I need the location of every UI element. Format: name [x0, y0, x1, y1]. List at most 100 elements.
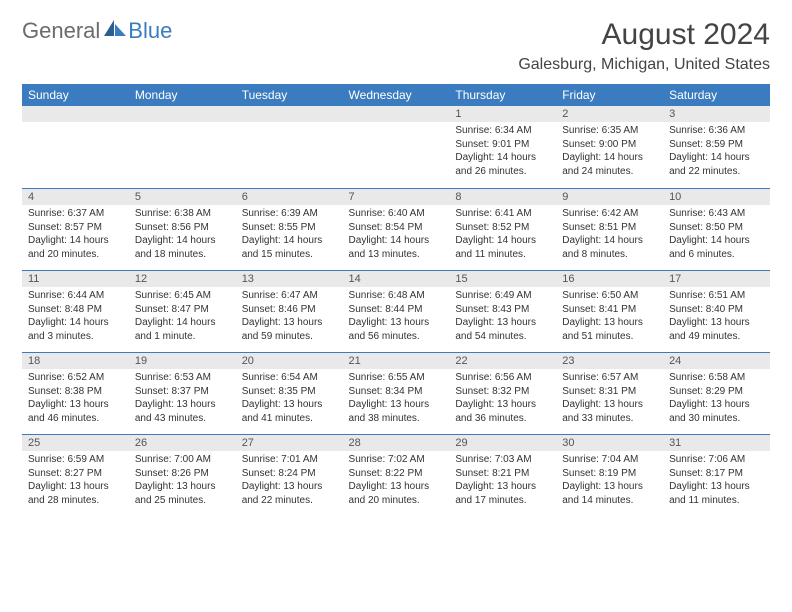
calendar-empty-cell [22, 106, 129, 188]
weekday-header: Saturday [663, 84, 770, 106]
calendar-day-cell: 31Sunrise: 7:06 AMSunset: 8:17 PMDayligh… [663, 434, 770, 516]
sunrise-text: Sunrise: 6:48 AM [349, 289, 444, 303]
calendar-day-cell: 20Sunrise: 6:54 AMSunset: 8:35 PMDayligh… [236, 352, 343, 434]
calendar-day-cell: 10Sunrise: 6:43 AMSunset: 8:50 PMDayligh… [663, 188, 770, 270]
sunset-text: Sunset: 8:34 PM [349, 385, 444, 399]
calendar-day-cell: 12Sunrise: 6:45 AMSunset: 8:47 PMDayligh… [129, 270, 236, 352]
day-details: Sunrise: 6:35 AMSunset: 9:00 PMDaylight:… [556, 122, 663, 182]
location-subtitle: Galesburg, Michigan, United States [518, 56, 770, 74]
day-number: 30 [556, 434, 663, 451]
day-number: 2 [556, 106, 663, 122]
day-details: Sunrise: 6:44 AMSunset: 8:48 PMDaylight:… [22, 287, 129, 347]
sunrise-text: Sunrise: 6:37 AM [28, 207, 123, 221]
daylight-text: Daylight: 13 hours and 56 minutes. [349, 316, 444, 343]
page-header: General Blue August 2024 Galesburg, Mich… [22, 18, 770, 74]
day-details: Sunrise: 6:59 AMSunset: 8:27 PMDaylight:… [22, 451, 129, 511]
day-details: Sunrise: 6:49 AMSunset: 8:43 PMDaylight:… [449, 287, 556, 347]
daylight-text: Daylight: 14 hours and 13 minutes. [349, 234, 444, 261]
sunrise-text: Sunrise: 6:59 AM [28, 453, 123, 467]
sunset-text: Sunset: 8:41 PM [562, 303, 657, 317]
daylight-text: Daylight: 14 hours and 24 minutes. [562, 151, 657, 178]
calendar-empty-cell [343, 106, 450, 188]
day-number: 12 [129, 270, 236, 287]
day-details: Sunrise: 6:50 AMSunset: 8:41 PMDaylight:… [556, 287, 663, 347]
sunrise-text: Sunrise: 6:42 AM [562, 207, 657, 221]
day-number: 26 [129, 434, 236, 451]
calendar-table: SundayMondayTuesdayWednesdayThursdayFrid… [22, 84, 770, 516]
logo-text-general: General [22, 18, 100, 44]
daylight-text: Daylight: 14 hours and 6 minutes. [669, 234, 764, 261]
day-details: Sunrise: 6:36 AMSunset: 8:59 PMDaylight:… [663, 122, 770, 182]
sunset-text: Sunset: 8:27 PM [28, 467, 123, 481]
sunrise-text: Sunrise: 6:54 AM [242, 371, 337, 385]
sunset-text: Sunset: 8:52 PM [455, 221, 550, 235]
day-details: Sunrise: 6:40 AMSunset: 8:54 PMDaylight:… [343, 205, 450, 265]
sunrise-text: Sunrise: 6:58 AM [669, 371, 764, 385]
calendar-day-cell: 3Sunrise: 6:36 AMSunset: 8:59 PMDaylight… [663, 106, 770, 188]
calendar-day-cell: 14Sunrise: 6:48 AMSunset: 8:44 PMDayligh… [343, 270, 450, 352]
calendar-day-cell: 7Sunrise: 6:40 AMSunset: 8:54 PMDaylight… [343, 188, 450, 270]
sunset-text: Sunset: 8:55 PM [242, 221, 337, 235]
sunrise-text: Sunrise: 6:55 AM [349, 371, 444, 385]
day-details: Sunrise: 6:52 AMSunset: 8:38 PMDaylight:… [22, 369, 129, 429]
sunset-text: Sunset: 8:57 PM [28, 221, 123, 235]
calendar-day-cell: 2Sunrise: 6:35 AMSunset: 9:00 PMDaylight… [556, 106, 663, 188]
day-details: Sunrise: 6:55 AMSunset: 8:34 PMDaylight:… [343, 369, 450, 429]
weekday-header: Wednesday [343, 84, 450, 106]
calendar-week-row: 18Sunrise: 6:52 AMSunset: 8:38 PMDayligh… [22, 352, 770, 434]
sunrise-text: Sunrise: 6:43 AM [669, 207, 764, 221]
day-details: Sunrise: 7:04 AMSunset: 8:19 PMDaylight:… [556, 451, 663, 511]
daylight-text: Daylight: 14 hours and 26 minutes. [455, 151, 550, 178]
daylight-text: Daylight: 13 hours and 22 minutes. [242, 480, 337, 507]
day-number: 28 [343, 434, 450, 451]
daylight-text: Daylight: 13 hours and 38 minutes. [349, 398, 444, 425]
sunset-text: Sunset: 8:50 PM [669, 221, 764, 235]
sunset-text: Sunset: 8:54 PM [349, 221, 444, 235]
calendar-day-cell: 5Sunrise: 6:38 AMSunset: 8:56 PMDaylight… [129, 188, 236, 270]
sunset-text: Sunset: 8:38 PM [28, 385, 123, 399]
day-number: 15 [449, 270, 556, 287]
day-number: 25 [22, 434, 129, 451]
day-number: 20 [236, 352, 343, 369]
weekday-header: Tuesday [236, 84, 343, 106]
calendar-day-cell: 15Sunrise: 6:49 AMSunset: 8:43 PMDayligh… [449, 270, 556, 352]
daylight-text: Daylight: 13 hours and 49 minutes. [669, 316, 764, 343]
day-number: 23 [556, 352, 663, 369]
day-details: Sunrise: 6:57 AMSunset: 8:31 PMDaylight:… [556, 369, 663, 429]
calendar-week-row: 4Sunrise: 6:37 AMSunset: 8:57 PMDaylight… [22, 188, 770, 270]
day-number: 21 [343, 352, 450, 369]
daylight-text: Daylight: 14 hours and 18 minutes. [135, 234, 230, 261]
calendar-day-cell: 27Sunrise: 7:01 AMSunset: 8:24 PMDayligh… [236, 434, 343, 516]
sunset-text: Sunset: 8:43 PM [455, 303, 550, 317]
calendar-day-cell: 8Sunrise: 6:41 AMSunset: 8:52 PMDaylight… [449, 188, 556, 270]
sunrise-text: Sunrise: 6:56 AM [455, 371, 550, 385]
daylight-text: Daylight: 14 hours and 15 minutes. [242, 234, 337, 261]
sunrise-text: Sunrise: 6:45 AM [135, 289, 230, 303]
weekday-header: Monday [129, 84, 236, 106]
daylight-text: Daylight: 13 hours and 30 minutes. [669, 398, 764, 425]
logo-text-blue: Blue [128, 18, 172, 44]
sunrise-text: Sunrise: 6:44 AM [28, 289, 123, 303]
daylight-text: Daylight: 14 hours and 1 minute. [135, 316, 230, 343]
daylight-text: Daylight: 13 hours and 17 minutes. [455, 480, 550, 507]
day-number: 8 [449, 188, 556, 205]
sunset-text: Sunset: 8:26 PM [135, 467, 230, 481]
sunrise-text: Sunrise: 6:39 AM [242, 207, 337, 221]
day-number: 29 [449, 434, 556, 451]
day-number: 24 [663, 352, 770, 369]
calendar-day-cell: 19Sunrise: 6:53 AMSunset: 8:37 PMDayligh… [129, 352, 236, 434]
day-number: 18 [22, 352, 129, 369]
daylight-text: Daylight: 13 hours and 33 minutes. [562, 398, 657, 425]
day-details: Sunrise: 7:03 AMSunset: 8:21 PMDaylight:… [449, 451, 556, 511]
sunset-text: Sunset: 8:22 PM [349, 467, 444, 481]
logo: General Blue [22, 18, 172, 44]
sunset-text: Sunset: 8:59 PM [669, 138, 764, 152]
sunrise-text: Sunrise: 7:03 AM [455, 453, 550, 467]
daylight-text: Daylight: 13 hours and 41 minutes. [242, 398, 337, 425]
daylight-text: Daylight: 13 hours and 14 minutes. [562, 480, 657, 507]
day-number: 31 [663, 434, 770, 451]
daylight-text: Daylight: 13 hours and 36 minutes. [455, 398, 550, 425]
day-details: Sunrise: 7:01 AMSunset: 8:24 PMDaylight:… [236, 451, 343, 511]
daylight-text: Daylight: 13 hours and 54 minutes. [455, 316, 550, 343]
calendar-week-row: 11Sunrise: 6:44 AMSunset: 8:48 PMDayligh… [22, 270, 770, 352]
